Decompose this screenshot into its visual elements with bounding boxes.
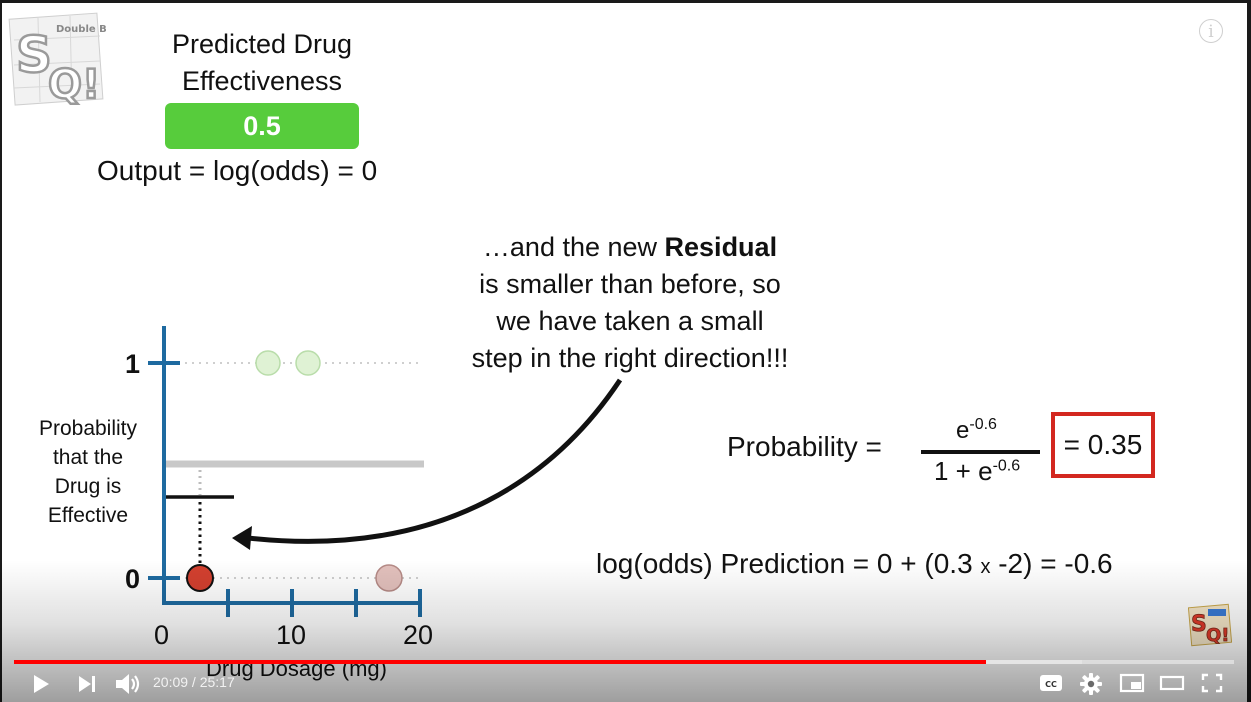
left-border xyxy=(0,0,2,702)
progress-played xyxy=(14,660,986,664)
svg-text:Q!: Q! xyxy=(1206,625,1230,646)
y-label-line-3: Drug is xyxy=(54,475,122,498)
next-icon[interactable] xyxy=(76,674,98,694)
probability-label: Probability = xyxy=(727,431,882,462)
statquest-watermark-logo[interactable]: S Q! xyxy=(1188,603,1232,647)
callout-text: …and the new Residual is smaller than be… xyxy=(420,229,840,377)
statquest-logo: S Q! Double BAM!!! xyxy=(8,12,106,108)
title-line-2: Effectiveness xyxy=(181,66,343,96)
fraction-denominator: 1 + e-0.6 xyxy=(934,456,1020,487)
play-icon[interactable] xyxy=(30,673,52,695)
info-icon[interactable]: i xyxy=(1199,19,1223,43)
theater-mode-icon[interactable] xyxy=(1159,675,1185,691)
y-label-line-1: Probability xyxy=(38,417,138,440)
data-point-effective-1 xyxy=(255,350,281,376)
title-line-1: Predicted Drug xyxy=(171,29,353,59)
callout-line-1-prefix: …and the new xyxy=(482,232,665,262)
data-point-not-effective xyxy=(375,564,403,592)
right-border xyxy=(1247,0,1251,702)
callout-line-2: is smaller than before, so xyxy=(479,269,781,299)
svg-text:Double BAM!!!: Double BAM!!! xyxy=(56,24,106,35)
y-label-line-4: Effective xyxy=(47,504,129,527)
fraction-numerator: e-0.6 xyxy=(956,416,997,445)
settings-gear-icon[interactable] xyxy=(1080,673,1102,695)
data-point-effective-2 xyxy=(295,350,321,376)
svg-text:S: S xyxy=(1191,612,1207,637)
output-text: Output = log(odds) = 0 xyxy=(97,155,378,186)
miniplayer-icon[interactable] xyxy=(1119,673,1145,693)
y-tick-label-1: 1 xyxy=(125,349,141,379)
svg-text:Q!: Q! xyxy=(48,62,100,108)
logodds-prediction: log(odds) Prediction = 0 + (0.3 x -2) = … xyxy=(596,548,1113,580)
x-tick-label-10: 10 xyxy=(276,620,307,650)
y-label-line-2: that the xyxy=(52,446,124,469)
y-axis-label: Probability that the Drug is Effective xyxy=(22,414,154,530)
callout-residual-word: Residual xyxy=(664,232,778,262)
svg-text:CC: CC xyxy=(1045,680,1057,689)
fullscreen-icon[interactable] xyxy=(1201,673,1223,693)
logodds-prefix: log(odds) Prediction = 0 + (0.3 xyxy=(596,548,981,579)
numerator-exponent: -0.6 xyxy=(969,416,997,433)
arrow-head xyxy=(232,526,252,550)
callout-line-4: step in the right direction!!! xyxy=(471,343,789,373)
curved-arrow xyxy=(247,378,623,544)
denominator-base: 1 + e xyxy=(934,456,993,486)
result-box: = 0.35 xyxy=(1051,412,1155,478)
data-point-highlighted xyxy=(186,564,214,592)
time-display: 20:09 / 25:17 xyxy=(153,674,235,690)
logodds-suffix: -2) = -0.6 xyxy=(990,548,1113,579)
progress-bar[interactable] xyxy=(14,660,1234,664)
logodds-multiply: x xyxy=(980,556,991,578)
predicted-value-box: 0.5 xyxy=(165,103,359,149)
denominator-exponent: -0.6 xyxy=(992,457,1021,475)
top-border xyxy=(0,0,1251,3)
callout-line-1: …and the new Residual xyxy=(420,229,840,266)
captions-icon[interactable]: CC xyxy=(1039,673,1063,693)
x-tick-label-20: 20 xyxy=(403,620,434,650)
x-ticks xyxy=(226,589,422,617)
x-tick-label-0: 0 xyxy=(154,620,170,650)
numerator-base: e xyxy=(956,417,970,444)
volume-icon[interactable] xyxy=(114,671,142,697)
y-tick-label-0: 0 xyxy=(125,564,141,594)
callout-line-3: we have taken a small xyxy=(496,306,764,336)
svg-text:S: S xyxy=(16,26,52,84)
